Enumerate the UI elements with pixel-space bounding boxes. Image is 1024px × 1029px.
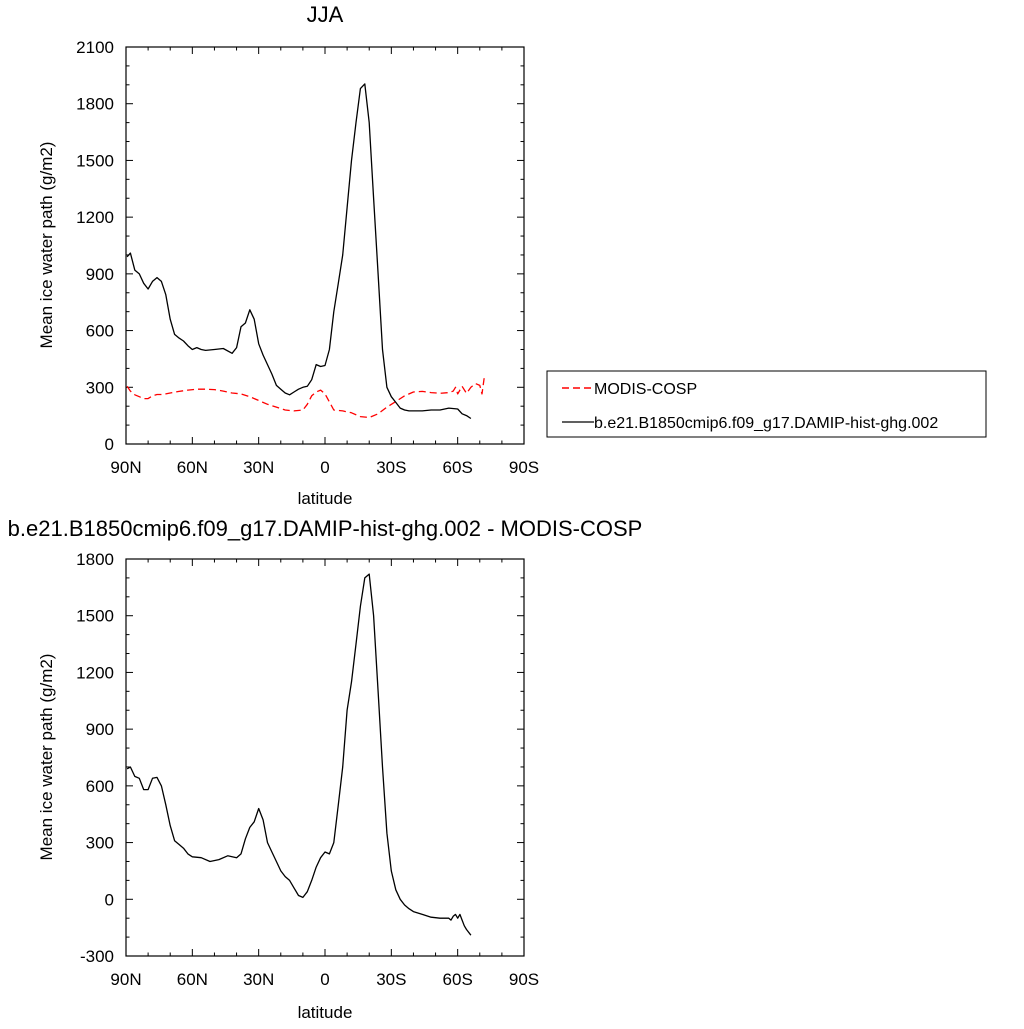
legend-box (546, 370, 987, 438)
bottom-y-tick-label: 0 (105, 890, 114, 909)
bottom-y-tick-label: 1500 (76, 607, 114, 626)
bottom-y-ticks: -300 0 300 600 900 1200 1500 1800 (76, 550, 524, 966)
top-series-group (126, 83, 485, 420)
bottom-x-tick-label: 60S (443, 970, 473, 989)
top-x-tick-label: 60S (443, 458, 473, 477)
top-x-ticks: 90N 60N 30N 0 30S 60S 90S (110, 47, 539, 477)
bottom-y-tick-label: 600 (86, 777, 114, 796)
bottom-x-ticks: 90N 60N 30N 0 30S 60S 90S (110, 559, 539, 989)
top-y-tick-label: 900 (86, 265, 114, 284)
top-y-axis-label: Mean ice water path (g/m2) (37, 142, 56, 349)
top-y-tick-label: 1800 (76, 95, 114, 114)
top-x-axis-label: latitude (298, 489, 353, 508)
top-x-tick-label: 60N (177, 458, 208, 477)
bottom-x-tick-label: 90S (509, 970, 539, 989)
bottom-x-tick-label: 0 (320, 970, 329, 989)
bottom-series-group (126, 573, 472, 936)
bottom-y-tick-label: 1800 (76, 550, 114, 569)
bottom-x-tick-label: 30N (243, 970, 274, 989)
bottom-y-tick-label: -300 (80, 947, 114, 966)
bottom-y-axis-label: Mean ice water path (g/m2) (37, 654, 56, 861)
bottom-x-tick-label: 30S (376, 970, 406, 989)
top-x-tick-label: 30N (243, 458, 274, 477)
top-x-tick-label: 0 (320, 458, 329, 477)
top-y-tick-label: 1500 (76, 151, 114, 170)
top-chart-title: JJA (307, 2, 344, 27)
top-y-tick-label: 1200 (76, 208, 114, 227)
top-x-tick-label: 90N (110, 458, 141, 477)
top-y-ticks: 0 300 600 900 1200 1500 1800 2100 (76, 38, 524, 454)
top-plot-frame (125, 46, 525, 445)
bottom-series-line-0 (126, 573, 472, 936)
top-y-tick-label: 2100 (76, 38, 114, 57)
top-y-tick-label: 0 (105, 435, 114, 454)
bottom-y-tick-label: 1200 (76, 663, 114, 682)
bottom-panel: b.e21.B1850cmip6.f09_g17.DAMIP-hist-ghg.… (8, 516, 643, 1022)
top-x-tick-label: 30S (376, 458, 406, 477)
bottom-y-tick-label: 900 (86, 720, 114, 739)
top-y-tick-label: 600 (86, 322, 114, 341)
top-series-line-0 (126, 377, 485, 419)
bottom-y-tick-label: 300 (86, 834, 114, 853)
bottom-chart-title: b.e21.B1850cmip6.f09_g17.DAMIP-hist-ghg.… (8, 516, 643, 541)
legend-label-modis: MODIS-COSP (594, 381, 697, 398)
top-minor-ticks (126, 47, 524, 444)
top-x-tick-label: 90S (509, 458, 539, 477)
bottom-x-axis-label: latitude (298, 1003, 353, 1022)
bottom-minor-ticks (126, 559, 524, 956)
top-panel: JJA 90N 60N 30N 0 30S 60S 90S 0 300 600 900 1200 15… (37, 2, 539, 508)
bottom-x-tick-label: 60N (177, 970, 208, 989)
legend-label-model: b.e21.B1850cmip6.f09_g17.DAMIP-hist-ghg.… (594, 415, 938, 432)
legend: MODIS-COSP b.e21.B1850cmip6.f09_g17.DAMI… (546, 370, 987, 438)
bottom-plot-frame (125, 558, 525, 957)
top-series-line-1 (126, 83, 472, 420)
top-y-tick-label: 300 (86, 378, 114, 397)
bottom-x-tick-label: 90N (110, 970, 141, 989)
